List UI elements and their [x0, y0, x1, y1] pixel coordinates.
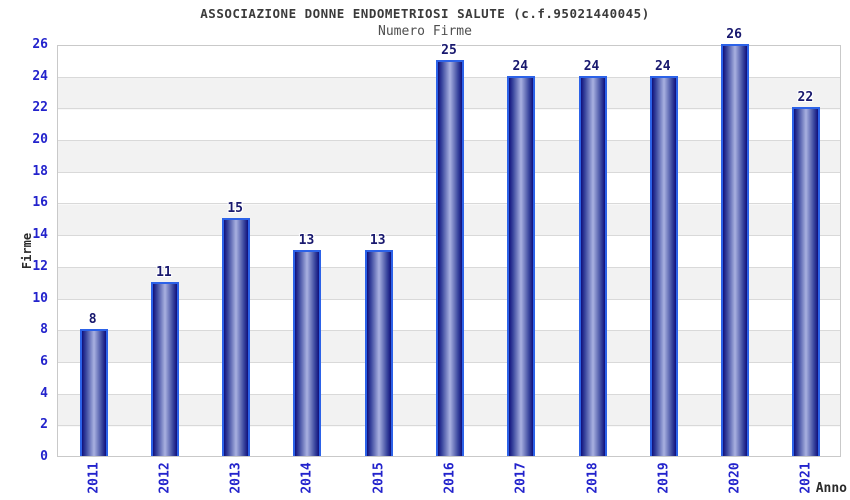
bar	[578, 75, 607, 456]
y-tick-label: 20	[32, 132, 48, 148]
bar	[364, 250, 393, 456]
x-tick-label: 2021	[798, 462, 814, 494]
bar	[293, 250, 322, 456]
x-tick-label: 2017	[513, 462, 529, 494]
x-tick-label: 2019	[656, 462, 672, 494]
y-tick-label: 16	[32, 195, 48, 211]
bar	[150, 281, 179, 456]
bar-value-label: 24	[654, 58, 671, 74]
bar	[222, 218, 251, 456]
bar-value-label: 11	[156, 264, 172, 280]
plot-area	[57, 44, 841, 457]
y-tick-label: 2	[40, 417, 48, 433]
x-tick-label: 2020	[727, 462, 743, 494]
x-tick-label: 2012	[157, 462, 173, 494]
bar	[507, 75, 536, 456]
bar-value-label: 15	[227, 201, 243, 217]
bar-value-label: 26	[726, 27, 742, 42]
x-tick-label: 2013	[228, 462, 244, 494]
y-tick-label: 0	[40, 449, 48, 464]
chart-subtitle: Numero Firme	[378, 24, 472, 39]
bar	[792, 107, 821, 456]
bar	[79, 329, 108, 456]
x-tick-label: 2018	[585, 462, 601, 494]
bar-value-label: 8	[88, 312, 97, 328]
x-tick-label: 2011	[86, 462, 102, 494]
x-tick-label: 2015	[371, 462, 387, 494]
y-tick-label: 8	[40, 322, 48, 338]
y-tick-label: 4	[40, 385, 48, 401]
bar-value-label: 24	[512, 58, 529, 74]
y-tick-label: 14	[32, 227, 48, 243]
bar-value-label: 13	[369, 233, 386, 248]
x-tick-label: 2016	[442, 462, 458, 494]
x-axis-label: Anno	[815, 481, 847, 496]
bar	[436, 59, 464, 456]
bar	[649, 75, 678, 456]
y-tick-label: 18	[32, 163, 48, 179]
y-tick-label: 24	[32, 68, 48, 84]
bar-value-label: 22	[797, 90, 814, 106]
x-tick-label: 2014	[299, 462, 315, 494]
bar-value-label: 24	[583, 58, 600, 74]
y-tick-label: 22	[32, 100, 48, 116]
y-tick-label: 10	[32, 290, 48, 306]
chart-title: ASSOCIAZIONE DONNE ENDOMETRIOSI SALUTE (…	[200, 6, 650, 21]
bar-value-label: 25	[441, 42, 457, 58]
y-tick-label: 6	[40, 353, 48, 369]
bar	[721, 44, 750, 456]
bar-value-label: 13	[298, 233, 315, 248]
y-tick-label: 26	[32, 37, 48, 52]
y-tick-label: 12	[32, 258, 48, 274]
